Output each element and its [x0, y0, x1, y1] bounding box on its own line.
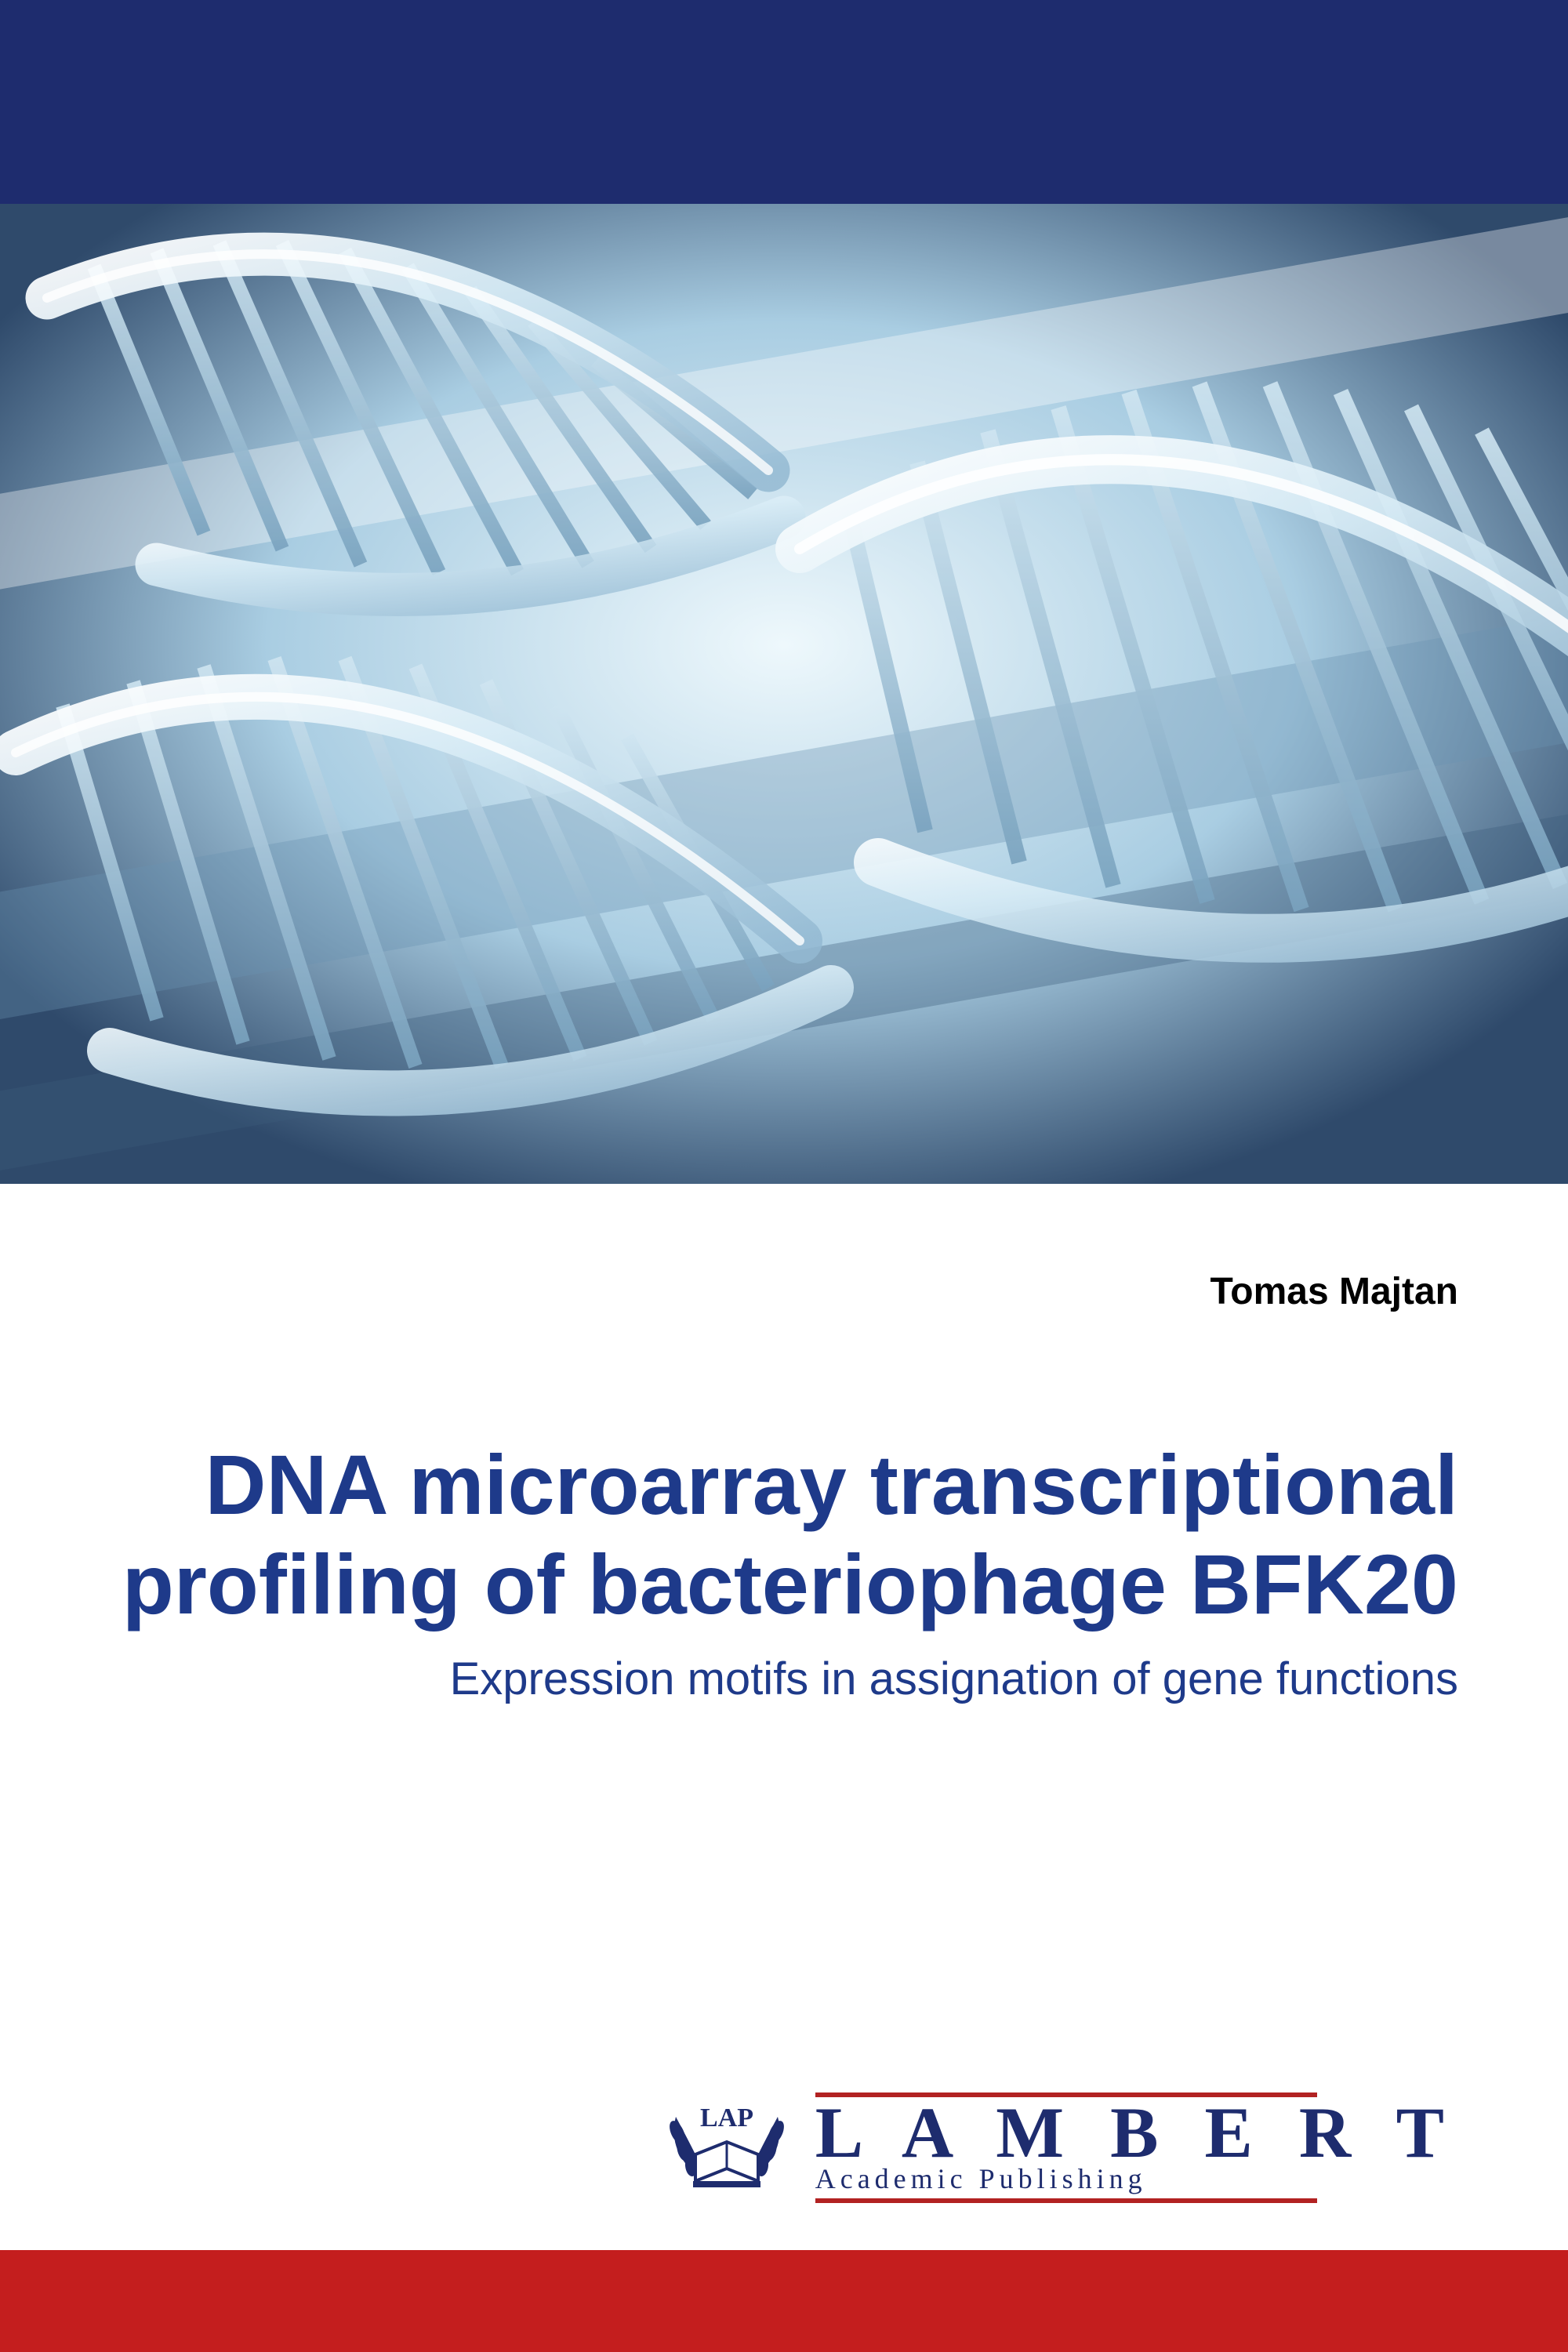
dna-helix-art: [0, 204, 1568, 1184]
publisher-text: L A M B E R T Academic Publishing: [815, 2086, 1458, 2203]
publisher-block: LAP L A M B E R T Academic Publishing: [660, 2086, 1458, 2203]
title-block: DNA microarray transcriptional profiling…: [110, 1435, 1458, 1706]
publisher-subline: Academic Publishing: [815, 2162, 1317, 2203]
author-name: Tomas Majtan: [1210, 1270, 1459, 1313]
publisher-logo-label: LAP: [700, 2103, 753, 2132]
book-subtitle: Expression motifs in assignation of gene…: [110, 1652, 1458, 1707]
book-title: DNA microarray transcriptional profiling…: [110, 1435, 1458, 1635]
bottom-color-band: [0, 2250, 1568, 2352]
publisher-name: L A M B E R T: [815, 2099, 1458, 2167]
hero-dna-illustration: [0, 204, 1568, 1184]
top-color-band: [0, 0, 1568, 204]
open-book-laurel-icon: LAP: [660, 2093, 793, 2195]
